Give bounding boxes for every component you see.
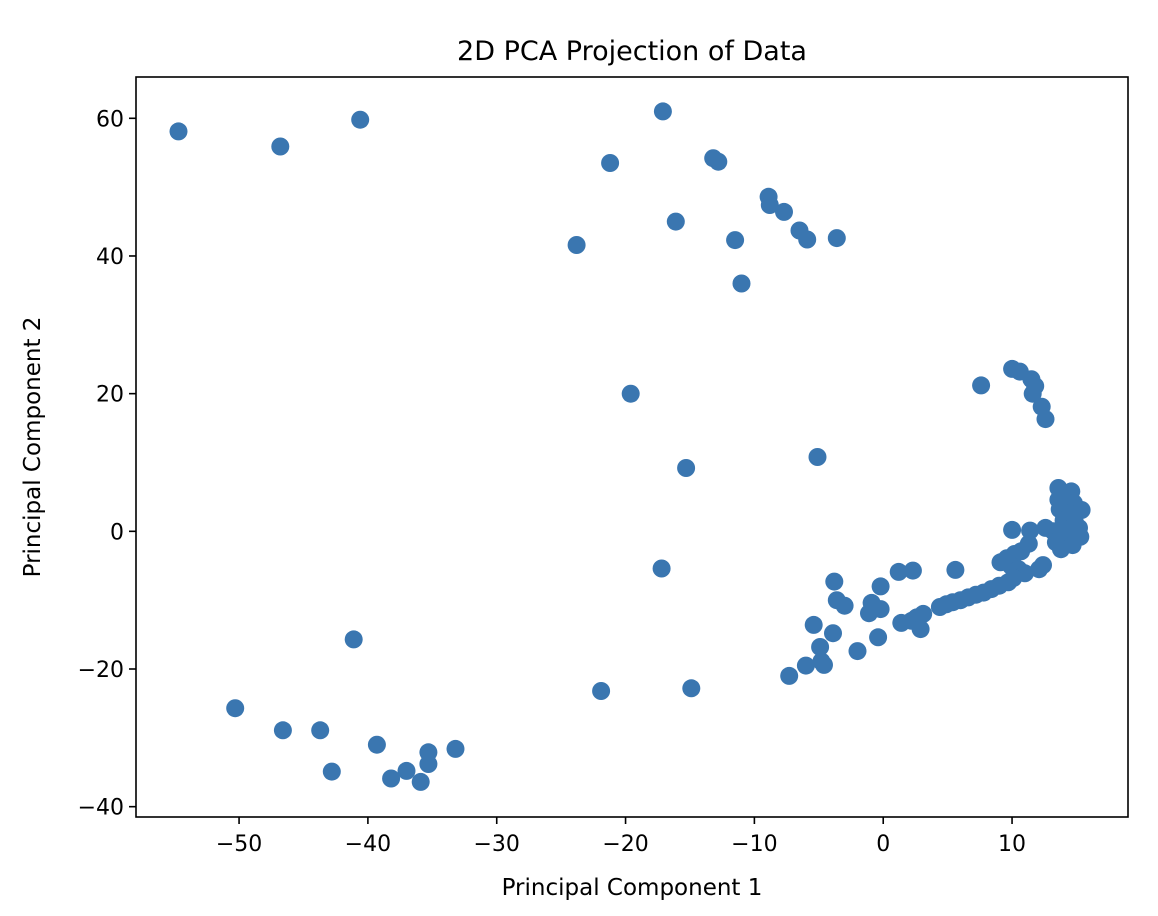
data-point xyxy=(682,679,701,698)
data-point xyxy=(601,154,620,172)
data-point xyxy=(808,448,827,466)
data-point xyxy=(815,655,833,674)
data-point xyxy=(732,274,751,293)
x-axis: −50 −40 −30 −20 −10 0 10 xyxy=(216,817,1026,857)
x-tick-label: −30 xyxy=(474,832,520,857)
y-axis-label: Principal Component 2 xyxy=(20,317,46,578)
y-tick-label: 0 xyxy=(110,520,124,545)
data-point xyxy=(169,122,188,141)
data-point xyxy=(592,682,611,700)
points-layer xyxy=(169,102,1091,791)
data-point xyxy=(811,638,830,656)
data-point xyxy=(889,562,908,581)
data-point xyxy=(827,229,846,248)
data-point xyxy=(1034,556,1052,575)
y-tick-label: −40 xyxy=(78,796,124,821)
data-point xyxy=(1023,384,1042,403)
data-point xyxy=(848,642,867,661)
data-point xyxy=(780,666,799,685)
data-point xyxy=(666,212,685,231)
data-point xyxy=(411,772,430,791)
data-point xyxy=(567,236,586,254)
data-point xyxy=(1003,520,1022,539)
data-point xyxy=(677,459,696,477)
data-point xyxy=(862,593,881,612)
data-point xyxy=(709,152,728,171)
chart-title: 2D PCA Projection of Data xyxy=(457,36,807,67)
data-point xyxy=(1021,521,1040,540)
data-point xyxy=(930,598,949,616)
y-tick-label: 60 xyxy=(96,107,124,132)
data-point xyxy=(1052,540,1070,559)
data-point xyxy=(804,615,823,634)
x-tick-label: −50 xyxy=(216,832,262,857)
x-tick-label: 0 xyxy=(876,832,890,857)
data-point xyxy=(273,721,292,740)
data-point xyxy=(367,735,386,754)
data-point xyxy=(892,613,911,632)
data-point xyxy=(798,230,817,249)
x-axis-label: Principal Component 1 xyxy=(502,875,763,901)
data-point xyxy=(344,630,363,649)
y-tick-label: 20 xyxy=(96,383,124,408)
x-tick-label: 10 xyxy=(998,832,1026,857)
data-point xyxy=(760,196,779,214)
x-tick-label: −10 xyxy=(731,832,777,857)
data-point xyxy=(271,137,290,156)
data-point xyxy=(322,762,341,781)
data-point xyxy=(311,721,330,740)
x-tick-label: −40 xyxy=(345,832,391,857)
data-point xyxy=(946,560,965,579)
data-point xyxy=(397,761,416,780)
data-point xyxy=(796,656,815,675)
data-point xyxy=(972,376,991,395)
data-point xyxy=(653,102,672,121)
data-point xyxy=(446,739,465,758)
data-point xyxy=(824,624,842,643)
data-point xyxy=(419,755,438,773)
data-point xyxy=(621,384,640,403)
data-point xyxy=(775,202,793,221)
y-tick-label: 40 xyxy=(96,245,124,270)
data-point xyxy=(835,596,854,615)
data-point xyxy=(1036,518,1055,537)
data-point xyxy=(226,699,245,718)
data-point xyxy=(351,110,370,129)
data-point xyxy=(825,572,844,591)
data-point xyxy=(871,577,890,596)
plot-frame xyxy=(135,76,1129,818)
data-point xyxy=(1036,410,1055,429)
y-axis: −40 −20 0 20 40 60 xyxy=(78,107,136,821)
data-point xyxy=(911,620,930,639)
data-point xyxy=(726,231,745,250)
data-point xyxy=(869,628,888,647)
y-tick-label: −20 xyxy=(78,658,124,683)
data-point xyxy=(382,769,401,788)
data-point xyxy=(652,559,671,578)
data-point xyxy=(903,561,922,580)
x-tick-label: −20 xyxy=(602,832,648,857)
